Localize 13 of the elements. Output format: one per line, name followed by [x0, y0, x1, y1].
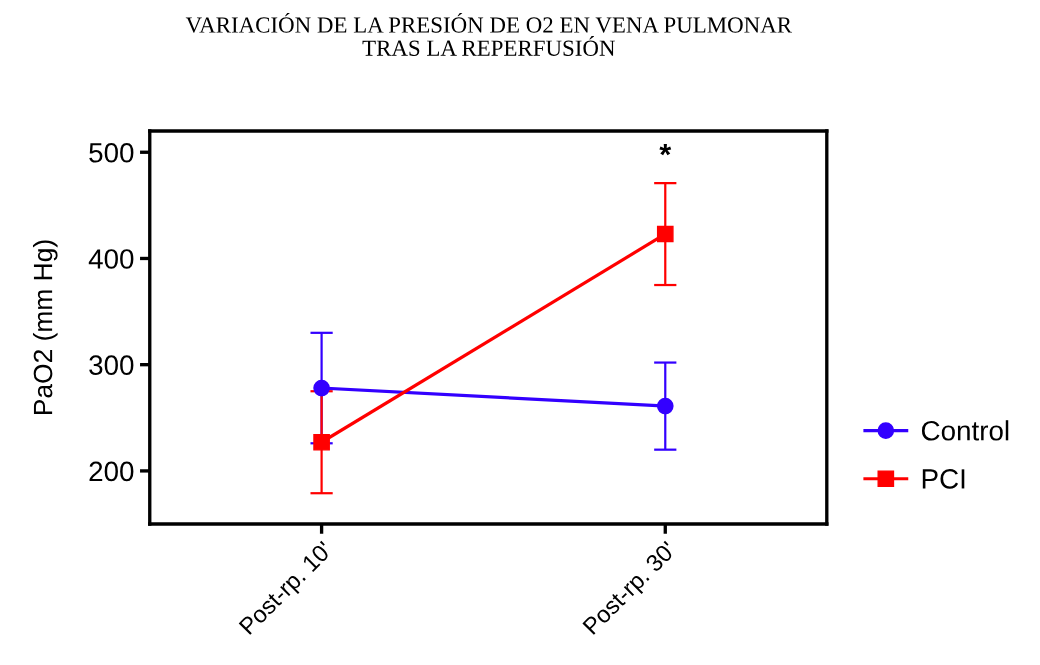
y-tick-label: 200: [89, 461, 134, 482]
legend-label: Control: [921, 420, 1009, 441]
point: [313, 379, 330, 397]
y-tick-label: 500: [89, 142, 134, 163]
point: [656, 225, 674, 243]
y-axis-title: PaO2 (mm Hg): [32, 240, 58, 415]
legend-label: PCI: [922, 469, 965, 489]
point: [656, 397, 674, 415]
y-tick-label: 400: [88, 249, 134, 269]
y-tick-label: 300: [89, 355, 134, 376]
annotation: *: [659, 143, 672, 156]
point: [313, 433, 330, 451]
chart-title: VARIACIÓN DE LA PRESIÓN DE O2 EN VENA PULMONAR TRAS LA REPERFUSIÓN: [185, 12, 793, 56]
